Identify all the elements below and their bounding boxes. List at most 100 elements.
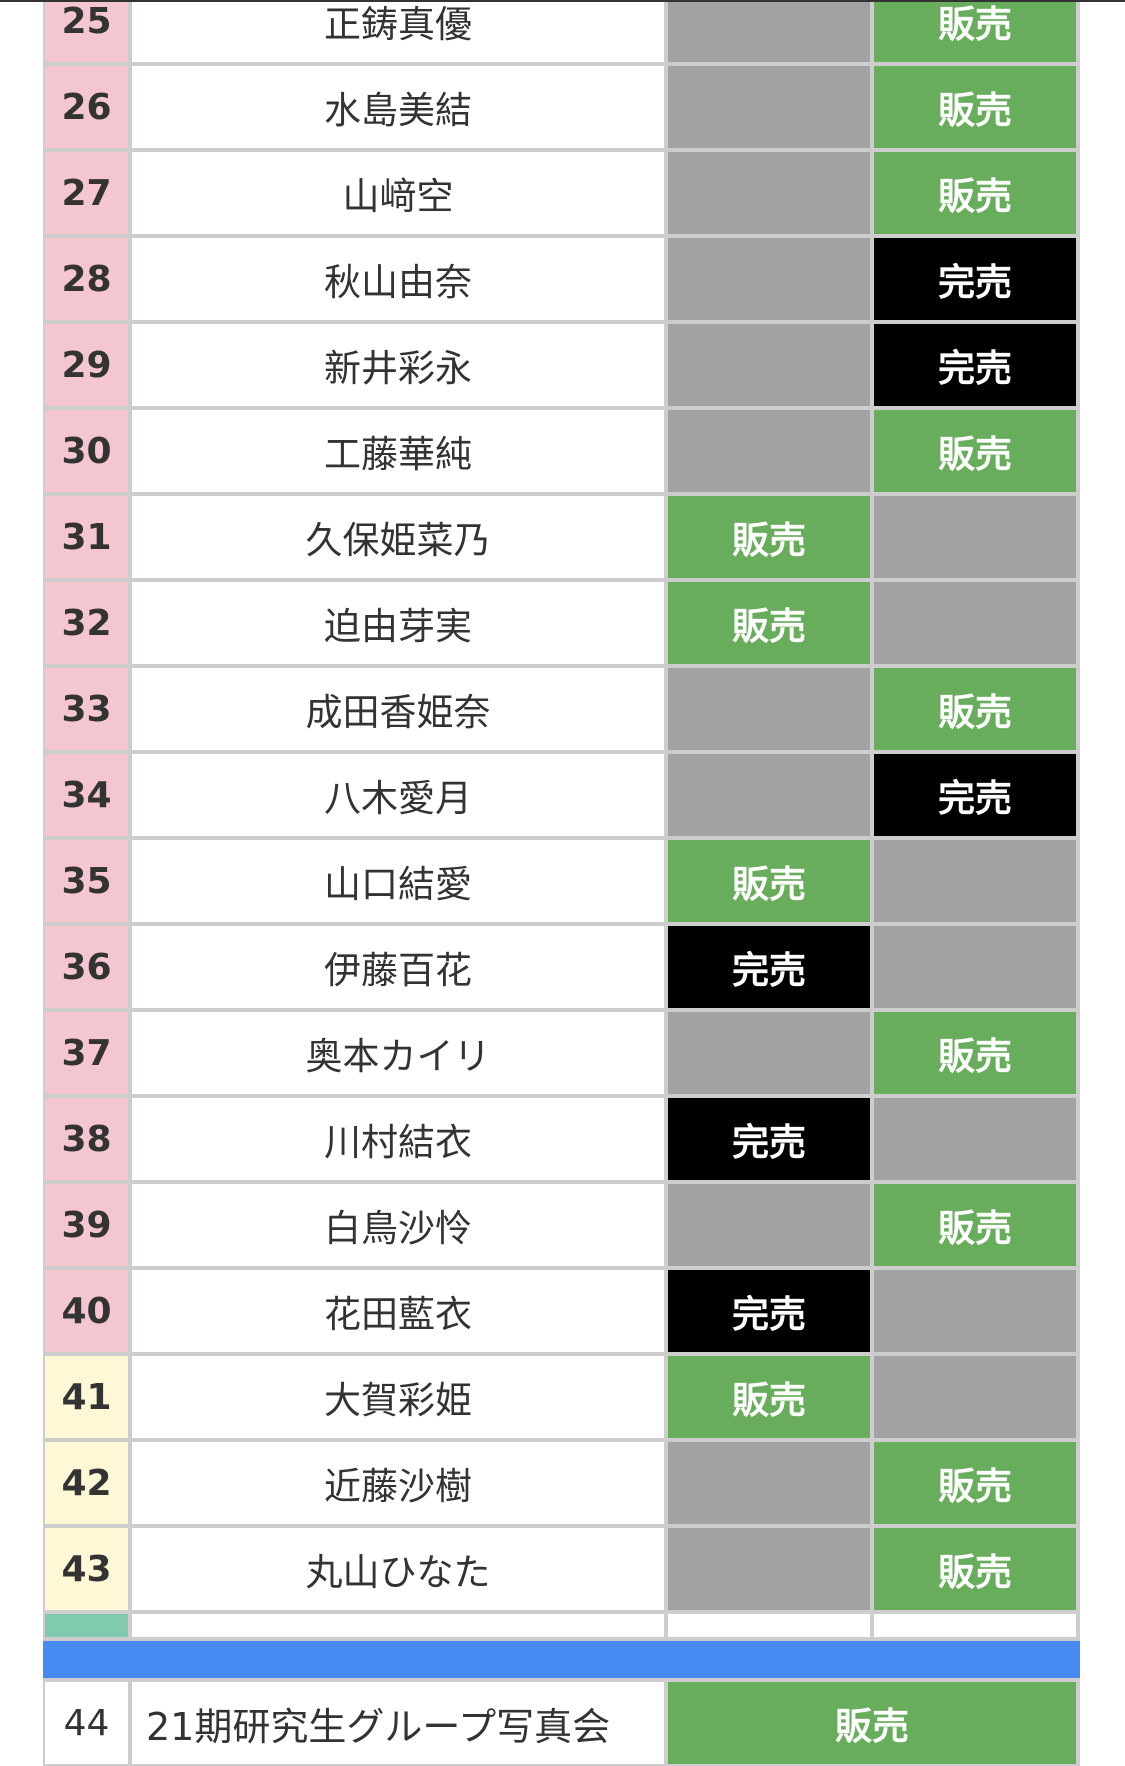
name-cell: 久保姫菜乃 — [132, 496, 664, 578]
status-unavailable-cell — [874, 1356, 1076, 1438]
status-sale-button[interactable]: 販売 — [668, 582, 870, 664]
status-sale-button[interactable]: 販売 — [668, 496, 870, 578]
name-cell: 正鋳真優 — [132, 0, 664, 62]
member-row: 27 山﨑空 販売 — [45, 152, 1078, 234]
member-row: 28 秋山由奈 完売 — [45, 238, 1078, 320]
status-unavailable-cell — [668, 410, 870, 492]
number-cell: 28 — [45, 238, 128, 320]
number-cell: 37 — [45, 1012, 128, 1094]
number-cell: 38 — [45, 1098, 128, 1180]
number-cell: 34 — [45, 754, 128, 836]
status-sold-out-cell: 完売 — [668, 1098, 870, 1180]
status-unavailable-cell — [874, 1098, 1076, 1180]
number-cell: 35 — [45, 840, 128, 922]
name-cell: 山口結愛 — [132, 840, 664, 922]
status-unavailable-cell — [874, 926, 1076, 1008]
status-sale-button[interactable]: 販売 — [874, 66, 1076, 148]
status-unavailable-cell — [668, 668, 870, 750]
status-unavailable-cell — [668, 1184, 870, 1266]
name-cell: 川村結衣 — [132, 1098, 664, 1180]
number-cell: 31 — [45, 496, 128, 578]
number-cell: 25 — [45, 0, 128, 62]
status-sale-button[interactable]: 販売 — [874, 410, 1076, 492]
status-sold-out-cell: 完売 — [874, 324, 1076, 406]
member-row: 43 丸山ひなた 販売 — [45, 1528, 1078, 1610]
status-unavailable-cell — [874, 582, 1076, 664]
member-row: 39 白鳥沙怜 販売 — [45, 1184, 1078, 1266]
number-cell: 43 — [45, 1528, 128, 1610]
member-row: 42 近藤沙樹 販売 — [45, 1442, 1078, 1524]
status-cell — [668, 1614, 870, 1637]
member-row: 33 成田香姫奈 販売 — [45, 668, 1078, 750]
member-row: 26 水島美結 販売 — [45, 66, 1078, 148]
status-sold-out-cell: 完売 — [668, 926, 870, 1008]
name-cell: 秋山由奈 — [132, 238, 664, 320]
name-cell: 八木愛月 — [132, 754, 664, 836]
status-unavailable-cell — [668, 66, 870, 148]
member-row: 40 花田藍衣 完売 — [45, 1270, 1078, 1352]
number-cell: 44 — [45, 1682, 128, 1764]
member-row: 41 大賀彩姫 販売 — [45, 1356, 1078, 1438]
number-cell: 39 — [45, 1184, 128, 1266]
member-row: 29 新井彩永 完売 — [45, 324, 1078, 406]
status-sale-button[interactable]: 販売 — [668, 1356, 870, 1438]
number-cell: 30 — [45, 410, 128, 492]
name-cell: 新井彩永 — [132, 324, 664, 406]
top-border — [0, 0, 1125, 2]
status-sale-button[interactable]: 販売 — [874, 1012, 1076, 1094]
number-cell: 42 — [45, 1442, 128, 1524]
name-cell: 水島美結 — [132, 66, 664, 148]
empty-row — [45, 1614, 1078, 1637]
status-unavailable-cell — [668, 324, 870, 406]
status-unavailable-cell — [874, 496, 1076, 578]
member-row: 38 川村結衣 完売 — [45, 1098, 1078, 1180]
name-cell: 白鳥沙怜 — [132, 1184, 664, 1266]
status-sale-button[interactable]: 販売 — [874, 1184, 1076, 1266]
number-cell: 29 — [45, 324, 128, 406]
status-sale-button[interactable]: 販売 — [874, 0, 1076, 62]
group-row: 44 21期研究生グループ写真会 販売 — [45, 1682, 1078, 1764]
name-cell: 成田香姫奈 — [132, 668, 664, 750]
name-cell: 奥本カイリ — [132, 1012, 664, 1094]
status-sale-button[interactable]: 販売 — [874, 152, 1076, 234]
number-cell: 33 — [45, 668, 128, 750]
name-cell: 大賀彩姫 — [132, 1356, 664, 1438]
member-row: 36 伊藤百花 完売 — [45, 926, 1078, 1008]
status-sale-button[interactable]: 販売 — [668, 840, 870, 922]
name-cell: 近藤沙樹 — [132, 1442, 664, 1524]
number-cell: 41 — [45, 1356, 128, 1438]
sales-status-table: 25 正鋳真優 販売 26 水島美結 販売 27 山﨑空 販売 28 秋山由奈 完売 29 新井彩永 完売 3… — [43, 0, 1080, 1766]
status-unavailable-cell — [668, 1012, 870, 1094]
status-sale-button[interactable]: 販売 — [874, 1528, 1076, 1610]
status-cell — [874, 1614, 1076, 1637]
member-row: 34 八木愛月 完売 — [45, 754, 1078, 836]
number-cell: 40 — [45, 1270, 128, 1352]
status-unavailable-cell — [668, 1528, 870, 1610]
member-row: 25 正鋳真優 販売 — [45, 0, 1078, 62]
status-unavailable-cell — [874, 840, 1076, 922]
status-unavailable-cell — [874, 1270, 1076, 1352]
status-sold-out-cell: 完売 — [668, 1270, 870, 1352]
status-sold-out-cell: 完売 — [874, 238, 1076, 320]
number-cell: 36 — [45, 926, 128, 1008]
number-cell: 32 — [45, 582, 128, 664]
name-cell: 丸山ひなた — [132, 1528, 664, 1610]
status-sale-button[interactable]: 販売 — [668, 1682, 1076, 1764]
status-unavailable-cell — [668, 754, 870, 836]
name-cell: 工藤華純 — [132, 410, 664, 492]
status-unavailable-cell — [668, 1442, 870, 1524]
status-sale-button[interactable]: 販売 — [874, 668, 1076, 750]
member-row: 30 工藤華純 販売 — [45, 410, 1078, 492]
status-sale-button[interactable]: 販売 — [874, 1442, 1076, 1524]
status-unavailable-cell — [668, 0, 870, 62]
number-cell — [45, 1614, 128, 1637]
name-cell: 山﨑空 — [132, 152, 664, 234]
number-cell: 26 — [45, 66, 128, 148]
name-cell: 花田藍衣 — [132, 1270, 664, 1352]
name-cell: 迫由芽実 — [132, 582, 664, 664]
member-row: 35 山口結愛 販売 — [45, 840, 1078, 922]
number-cell: 27 — [45, 152, 128, 234]
member-row: 37 奥本カイリ 販売 — [45, 1012, 1078, 1094]
name-cell: 21期研究生グループ写真会 — [132, 1682, 664, 1764]
section-separator — [43, 1641, 1080, 1678]
